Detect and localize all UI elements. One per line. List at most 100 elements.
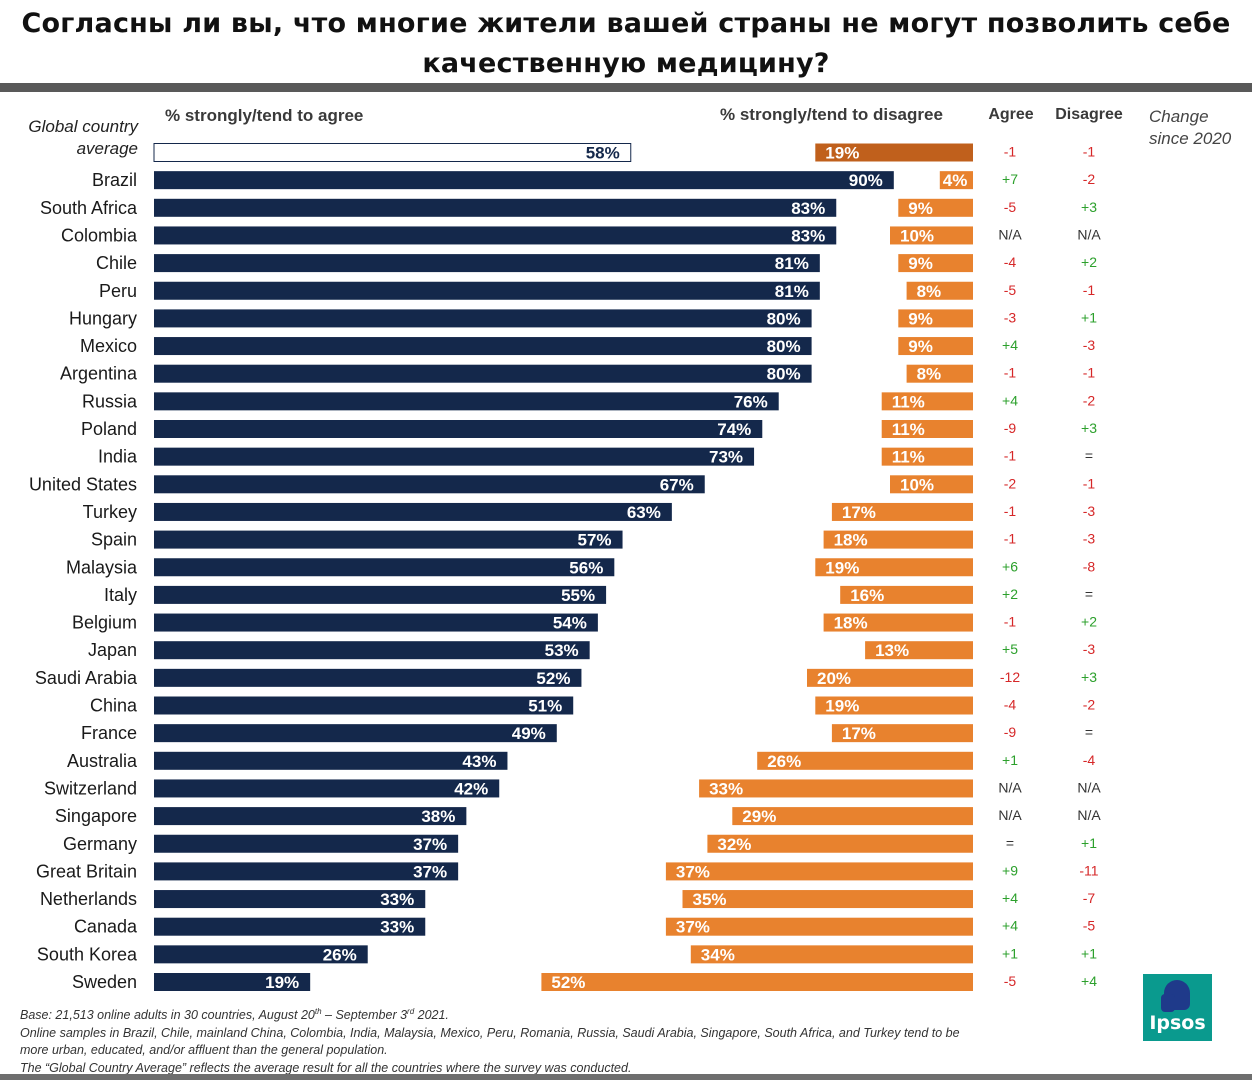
disagree-bar bbox=[840, 585, 973, 604]
agree-value-label: 51% bbox=[528, 697, 562, 716]
disagree-value-label: 4% bbox=[943, 171, 968, 190]
disagree-bar bbox=[815, 558, 973, 577]
change-disagree-value: +4 bbox=[1081, 973, 1097, 989]
agree-value-label: 81% bbox=[775, 254, 809, 273]
change-disagree-value: N/A bbox=[1077, 226, 1101, 242]
agree-value-label: 54% bbox=[553, 614, 587, 633]
country-label: Peru bbox=[99, 281, 137, 301]
global-average-label-line-2: average bbox=[76, 139, 138, 158]
agree-bar bbox=[154, 945, 368, 964]
agree-value-label: 38% bbox=[421, 807, 455, 826]
agree-bar bbox=[154, 585, 607, 604]
country-label: China bbox=[90, 696, 138, 716]
country-label: Spain bbox=[91, 530, 137, 550]
disagree-bar bbox=[881, 420, 973, 438]
change-agree-value: -1 bbox=[1004, 503, 1017, 519]
bar-chart: 58% 19% -1 -1 Brazil 90% 4% +7 -2 South Africa 83%… bbox=[29, 143, 1101, 992]
change-agree-value: -5 bbox=[1004, 282, 1017, 298]
disagree-value-label: 20% bbox=[817, 669, 851, 688]
change-agree-value: N/A bbox=[998, 807, 1022, 823]
agree-bar bbox=[154, 613, 598, 632]
change-agree-value: N/A bbox=[998, 779, 1022, 795]
country-label: Colombia bbox=[61, 225, 138, 245]
agree-value-label: 37% bbox=[413, 862, 447, 881]
disagree-bar bbox=[707, 834, 973, 853]
title-line-2: качественную медицину? bbox=[422, 48, 830, 79]
disagree-bar bbox=[823, 530, 973, 549]
footnote-average: The “Global Country Average” reflects th… bbox=[20, 1060, 632, 1075]
agree-bar bbox=[154, 834, 459, 853]
agree-bar bbox=[154, 447, 755, 466]
country-label: Argentina bbox=[60, 364, 138, 384]
country-label: Singapore bbox=[55, 806, 137, 826]
country-label: Brazil bbox=[92, 170, 137, 190]
change-agree-value: +4 bbox=[1002, 392, 1018, 408]
agree-bar bbox=[154, 502, 672, 521]
agree-bar bbox=[153, 143, 632, 162]
disagree-value-label: 9% bbox=[908, 337, 933, 356]
disagree-bar bbox=[757, 751, 973, 770]
disagree-value-label: 9% bbox=[908, 309, 933, 328]
agree-value-label: 56% bbox=[569, 558, 603, 577]
agree-bar bbox=[154, 751, 508, 770]
agree-column-header: % strongly/tend to agree bbox=[165, 106, 364, 125]
change-agree-value: +1 bbox=[1002, 945, 1018, 961]
agree-value-label: 43% bbox=[462, 752, 496, 771]
disagree-bar bbox=[865, 641, 973, 660]
country-label: India bbox=[98, 447, 138, 467]
agree-value-label: 67% bbox=[660, 475, 694, 494]
disagree-value-label: 11% bbox=[892, 420, 925, 439]
agree-value-label: 74% bbox=[717, 420, 751, 439]
change-disagree-value: = bbox=[1085, 448, 1093, 464]
footnote-samples-cont: more urban, educated, and/or affluent th… bbox=[20, 1043, 388, 1058]
change-disagree-value: = bbox=[1085, 724, 1093, 740]
disagree-bar bbox=[823, 613, 973, 632]
disagree-bar bbox=[699, 779, 973, 798]
country-label: Italy bbox=[104, 585, 137, 605]
disagree-value-label: 37% bbox=[676, 918, 710, 937]
change-agree-value: -4 bbox=[1004, 697, 1017, 713]
change-agree-value: +4 bbox=[1002, 337, 1018, 353]
agree-value-label: 55% bbox=[561, 586, 595, 605]
change-agree-value: +4 bbox=[1002, 918, 1018, 934]
disagree-value-label: 52% bbox=[551, 973, 585, 992]
disagree-value-label: 18% bbox=[834, 531, 868, 550]
change-agree-value: -1 bbox=[1004, 614, 1017, 630]
country-label: Malaysia bbox=[66, 557, 138, 577]
change-disagree-value: -1 bbox=[1083, 282, 1096, 298]
change-disagree-value: +1 bbox=[1081, 945, 1097, 961]
change-since-line-2: since 2020 bbox=[1149, 129, 1232, 148]
agree-value-label: 57% bbox=[578, 531, 612, 550]
agree-value-label: 33% bbox=[380, 918, 414, 937]
disagree-bar bbox=[898, 337, 973, 356]
change-disagree-header: Disagree bbox=[1055, 106, 1123, 123]
disagree-value-label: 19% bbox=[825, 144, 859, 163]
country-label: Mexico bbox=[80, 336, 137, 356]
country-label: Russia bbox=[82, 391, 138, 411]
change-disagree-value: -2 bbox=[1083, 171, 1096, 187]
change-agree-value: -4 bbox=[1004, 254, 1017, 270]
country-label: Chile bbox=[96, 253, 137, 273]
disagree-value-label: 33% bbox=[709, 779, 743, 798]
change-agree-value: -1 bbox=[1004, 365, 1017, 381]
change-disagree-value: -3 bbox=[1083, 337, 1096, 353]
agree-bar bbox=[154, 807, 467, 826]
disagree-value-label: 11% bbox=[892, 392, 925, 411]
agree-value-label: 80% bbox=[767, 365, 801, 384]
disagree-bar bbox=[881, 392, 973, 411]
country-label: Switzerland bbox=[44, 778, 137, 798]
change-agree-value: N/A bbox=[998, 226, 1022, 242]
disagree-column-header: % strongly/tend to disagree bbox=[720, 105, 943, 124]
disagree-bar bbox=[831, 502, 973, 521]
country-label: Poland bbox=[81, 419, 137, 439]
agree-bar bbox=[154, 171, 894, 190]
disagree-value-label: 35% bbox=[693, 890, 727, 909]
disagree-value-label: 17% bbox=[842, 724, 876, 743]
change-disagree-value: -1 bbox=[1083, 475, 1096, 491]
agree-bar bbox=[154, 198, 837, 217]
disagree-bar bbox=[898, 198, 973, 217]
change-disagree-value: -7 bbox=[1083, 890, 1096, 906]
disagree-value-label: 8% bbox=[917, 365, 942, 384]
agree-bar bbox=[154, 226, 837, 245]
agree-bar bbox=[154, 530, 623, 549]
